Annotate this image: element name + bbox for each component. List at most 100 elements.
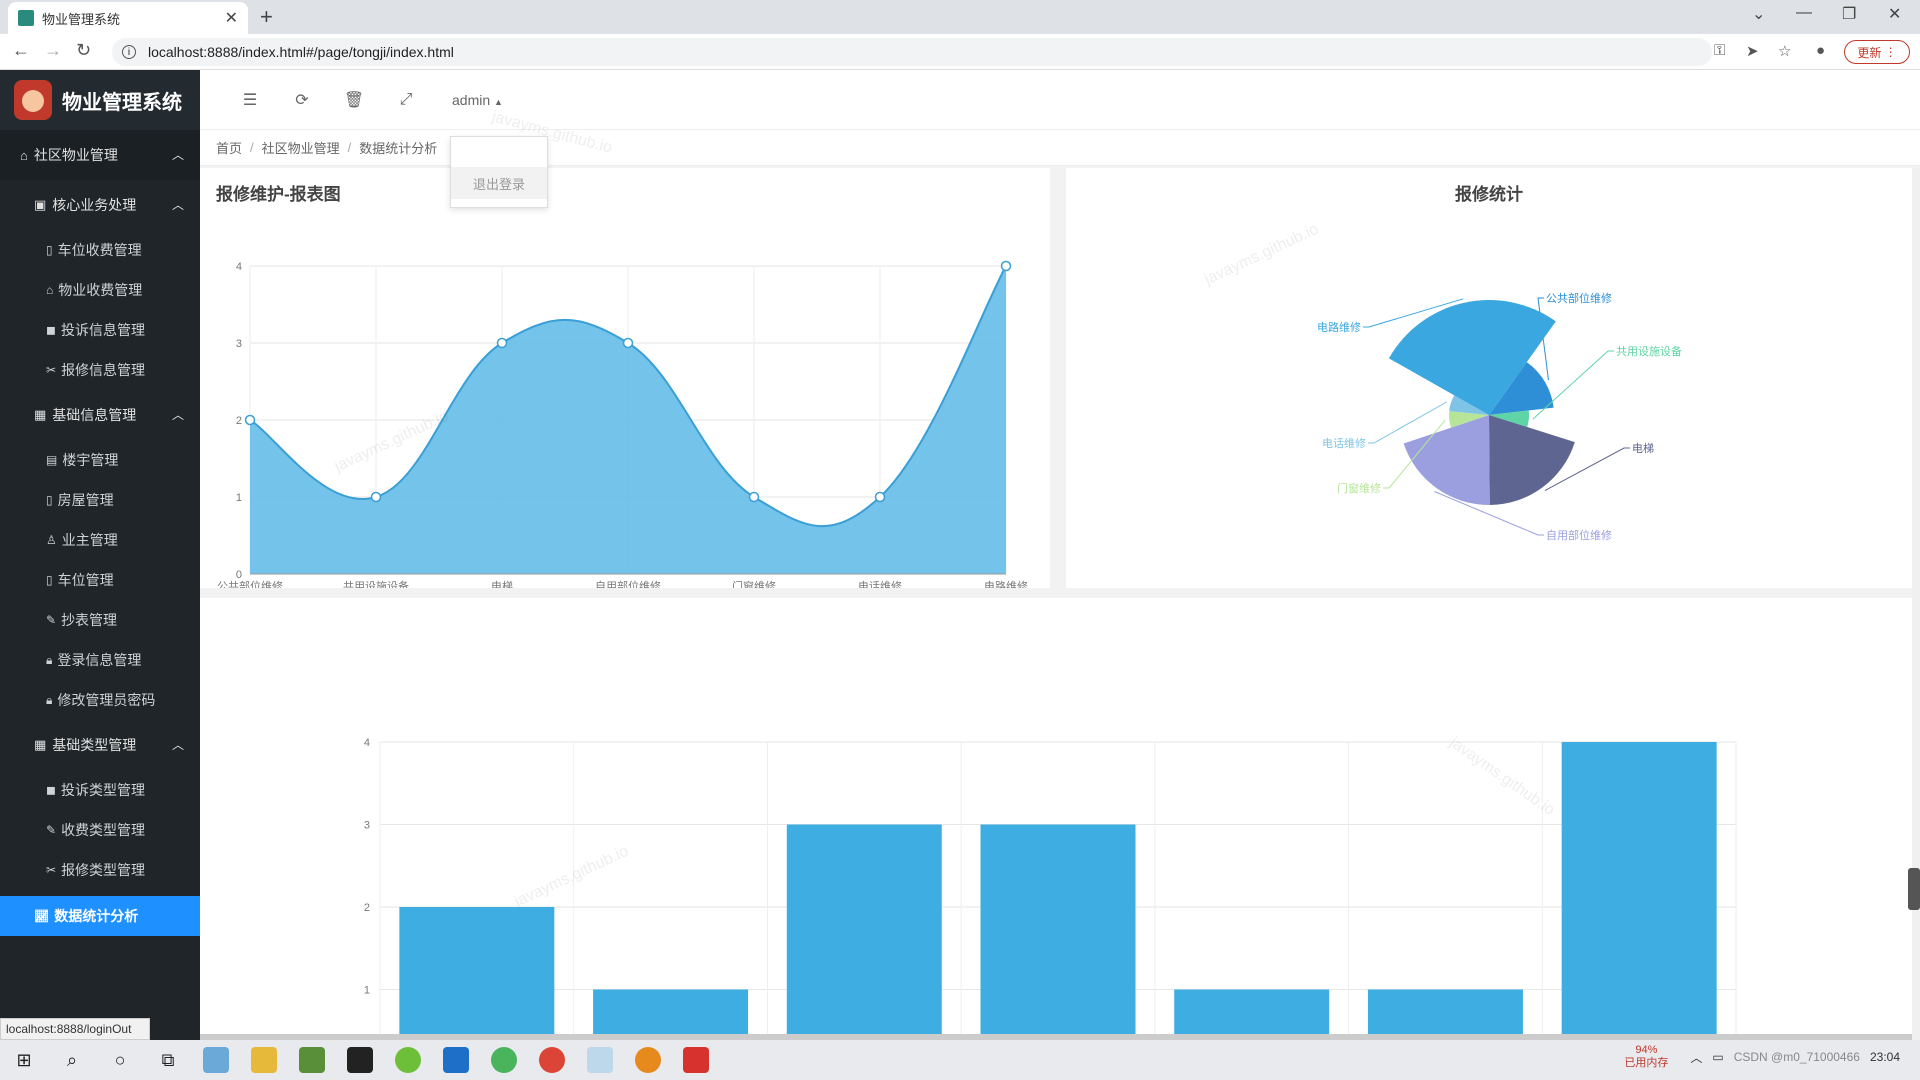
- breadcrumb-community[interactable]: 社区物业管理: [261, 141, 340, 156]
- menu-group-community[interactable]: ⌂ 社区物业管理 ︿: [0, 130, 200, 180]
- lock-icon: 🔒︎: [46, 652, 53, 667]
- sidebar-item-complaint[interactable]: ◼ 投诉信息管理: [0, 310, 200, 350]
- memory-indicator[interactable]: 94% 已用内存: [1624, 1044, 1668, 1070]
- browser-update-button[interactable]: 更新 ⋮: [1844, 40, 1910, 64]
- username: admin: [452, 91, 491, 108]
- url-field[interactable]: i localhost:8888/index.html#/page/tongji…: [112, 38, 1712, 66]
- sidebar: 物业管理系统 ⌂ 社区物业管理 ︿ ▣ 核心业务处理 ︿ ▯ 车位收费管理 ⌂ 物业…: [0, 70, 200, 1040]
- tab-search-icon[interactable]: ⌄: [1752, 6, 1766, 23]
- network-icon[interactable]: ▭: [1712, 1050, 1724, 1064]
- app-icon-1[interactable]: [203, 1047, 229, 1073]
- bar: [980, 824, 1136, 1038]
- sidebar-item-label: 收费类型管理: [61, 822, 146, 838]
- menu-toggle-icon[interactable]: ☰: [242, 91, 258, 109]
- key-icon[interactable]: ⚿: [1714, 42, 1726, 59]
- logo-avatar: [14, 80, 52, 120]
- sidebar-item-room[interactable]: ▯ 房屋管理: [0, 480, 200, 520]
- y-tick-label: 2: [364, 902, 370, 914]
- horizontal-scrollbar[interactable]: [200, 1034, 1912, 1040]
- back-icon[interactable]: ←: [12, 40, 30, 60]
- terminal-icon[interactable]: [347, 1047, 373, 1073]
- file-explorer-icon[interactable]: [251, 1047, 277, 1073]
- sidebar-item-label: 车位收费管理: [57, 242, 142, 258]
- menu-group-basic-info[interactable]: ▦ 基础信息管理 ︿: [0, 390, 200, 440]
- address-bar: ← → ↻ i localhost:8888/index.html#/page/…: [0, 34, 1920, 70]
- search-icon[interactable]: ⌕: [66, 1049, 78, 1070]
- link-status-bar: localhost:8888/loginOut: [0, 1018, 150, 1040]
- pie-chart-panel: 报修统计 公共部位维修 共用设施设备 电梯 自用部位维修 门窗维修 电话维修 电路维修 ja…: [1066, 168, 1912, 588]
- pie-label-line: [1383, 419, 1446, 489]
- sidebar-item-complaint-type[interactable]: ◼ 投诉类型管理: [0, 770, 200, 810]
- app-icon-7[interactable]: [491, 1047, 517, 1073]
- menu-group-core[interactable]: ▣ 核心业务处理 ︿: [0, 180, 200, 230]
- windows-start-icon[interactable]: ⊞: [16, 1049, 32, 1070]
- chrome-icon[interactable]: [539, 1047, 565, 1073]
- edit-icon: ✎: [46, 613, 57, 627]
- app-icon-10[interactable]: [635, 1047, 661, 1073]
- pie-label-line: [1544, 447, 1630, 492]
- sidebar-item-label: 物业收费管理: [58, 282, 143, 298]
- pie-label: 电梯: [1632, 442, 1654, 455]
- reload-icon[interactable]: ↻: [76, 40, 92, 60]
- browser-tab[interactable]: 物业管理系统 ✕: [8, 2, 248, 34]
- task-view-icon[interactable]: ⧉: [161, 1049, 175, 1070]
- sidebar-item-label: 修改管理员密码: [57, 692, 156, 708]
- sidebar-item-fee-type[interactable]: ✎ 收费类型管理: [0, 810, 200, 850]
- minimize-icon[interactable]: —: [1796, 4, 1812, 21]
- top-toolbar: ☰ ⟳ 🗑︎ ⤢ admin ▲: [200, 70, 1920, 130]
- bookmark-star-icon[interactable]: ☆: [1778, 43, 1792, 60]
- sidebar-item-repair[interactable]: ✂ 报修信息管理: [0, 350, 200, 390]
- sidebar-item-change-password[interactable]: 🔒︎ 修改管理员密码: [0, 680, 200, 720]
- tray-up-icon[interactable]: ︿: [1690, 1050, 1703, 1065]
- x-tick-label: 公共部位维修: [217, 579, 283, 588]
- site-info-icon[interactable]: i: [122, 45, 136, 59]
- sidebar-item-building[interactable]: ▤ 楼宇管理: [0, 440, 200, 480]
- sidebar-item-owner[interactable]: ♙ 业主管理: [0, 520, 200, 560]
- pie-label-line: [1434, 491, 1544, 536]
- wps-icon[interactable]: [683, 1047, 709, 1073]
- sidebar-item-repair-type[interactable]: ✂ 报修类型管理: [0, 850, 200, 890]
- new-tab-icon[interactable]: +: [260, 4, 273, 29]
- pie-label: 共用设施设备: [1616, 344, 1682, 358]
- logout-menu-item[interactable]: 退出登录: [451, 167, 547, 199]
- app-icon-5[interactable]: [395, 1047, 421, 1073]
- close-tab-icon[interactable]: ✕: [224, 10, 238, 27]
- profile-icon[interactable]: ●: [1816, 42, 1826, 59]
- app-icon-9[interactable]: [587, 1047, 613, 1073]
- fullscreen-icon[interactable]: ⤢: [399, 90, 413, 108]
- sidebar-item-statistics[interactable]: 📈︎ 数据统计分析: [0, 896, 200, 936]
- forward-icon[interactable]: →: [44, 40, 62, 60]
- area-fill: [250, 266, 1006, 574]
- refresh-icon[interactable]: ⟳: [295, 91, 309, 109]
- menu-group-basic-type[interactable]: ▦ 基础类型管理 ︿: [0, 720, 200, 770]
- breadcrumb-current: 数据统计分析: [359, 141, 438, 156]
- memory-percent: 94%: [1635, 1044, 1658, 1056]
- send-icon[interactable]: ➤: [1746, 43, 1759, 60]
- sidebar-item-login-info[interactable]: 🔒︎ 登录信息管理: [0, 640, 200, 680]
- trash-icon[interactable]: 🗑︎: [343, 91, 365, 109]
- cortana-icon[interactable]: ○: [114, 1049, 126, 1070]
- meeting-icon[interactable]: [443, 1047, 469, 1073]
- clock[interactable]: 23:04: [1869, 1050, 1900, 1064]
- sidebar-item-meter[interactable]: ✎ 抄表管理: [0, 600, 200, 640]
- user-menu[interactable]: admin ▲: [452, 92, 503, 108]
- pie-slice: [1449, 395, 1489, 415]
- breadcrumb-separator: /: [250, 140, 254, 155]
- scrollbar-thumb[interactable]: [1908, 868, 1920, 910]
- wrench-icon: ✂: [46, 863, 57, 877]
- pie-label-line: [1363, 298, 1464, 328]
- pie-label: 门窗维修: [1337, 481, 1381, 495]
- pie-slice: [1449, 411, 1489, 428]
- app-icon-3[interactable]: [299, 1047, 325, 1073]
- app-logo[interactable]: 物业管理系统: [0, 70, 200, 130]
- sidebar-item-property-fee[interactable]: ⌂ 物业收费管理: [0, 270, 200, 310]
- sidebar-item-parking-fee[interactable]: ▯ 车位收费管理: [0, 230, 200, 270]
- pie-slice: [1489, 415, 1575, 505]
- pie-label-line: [1368, 401, 1448, 444]
- close-window-icon[interactable]: ✕: [1888, 6, 1902, 23]
- restore-icon[interactable]: ❐: [1842, 6, 1857, 23]
- vertical-scrollbar[interactable]: [1912, 168, 1920, 1040]
- sidebar-item-parking[interactable]: ▯ 车位管理: [0, 560, 200, 600]
- breadcrumb-separator: /: [347, 140, 352, 155]
- breadcrumb-home[interactable]: 首页: [216, 141, 243, 156]
